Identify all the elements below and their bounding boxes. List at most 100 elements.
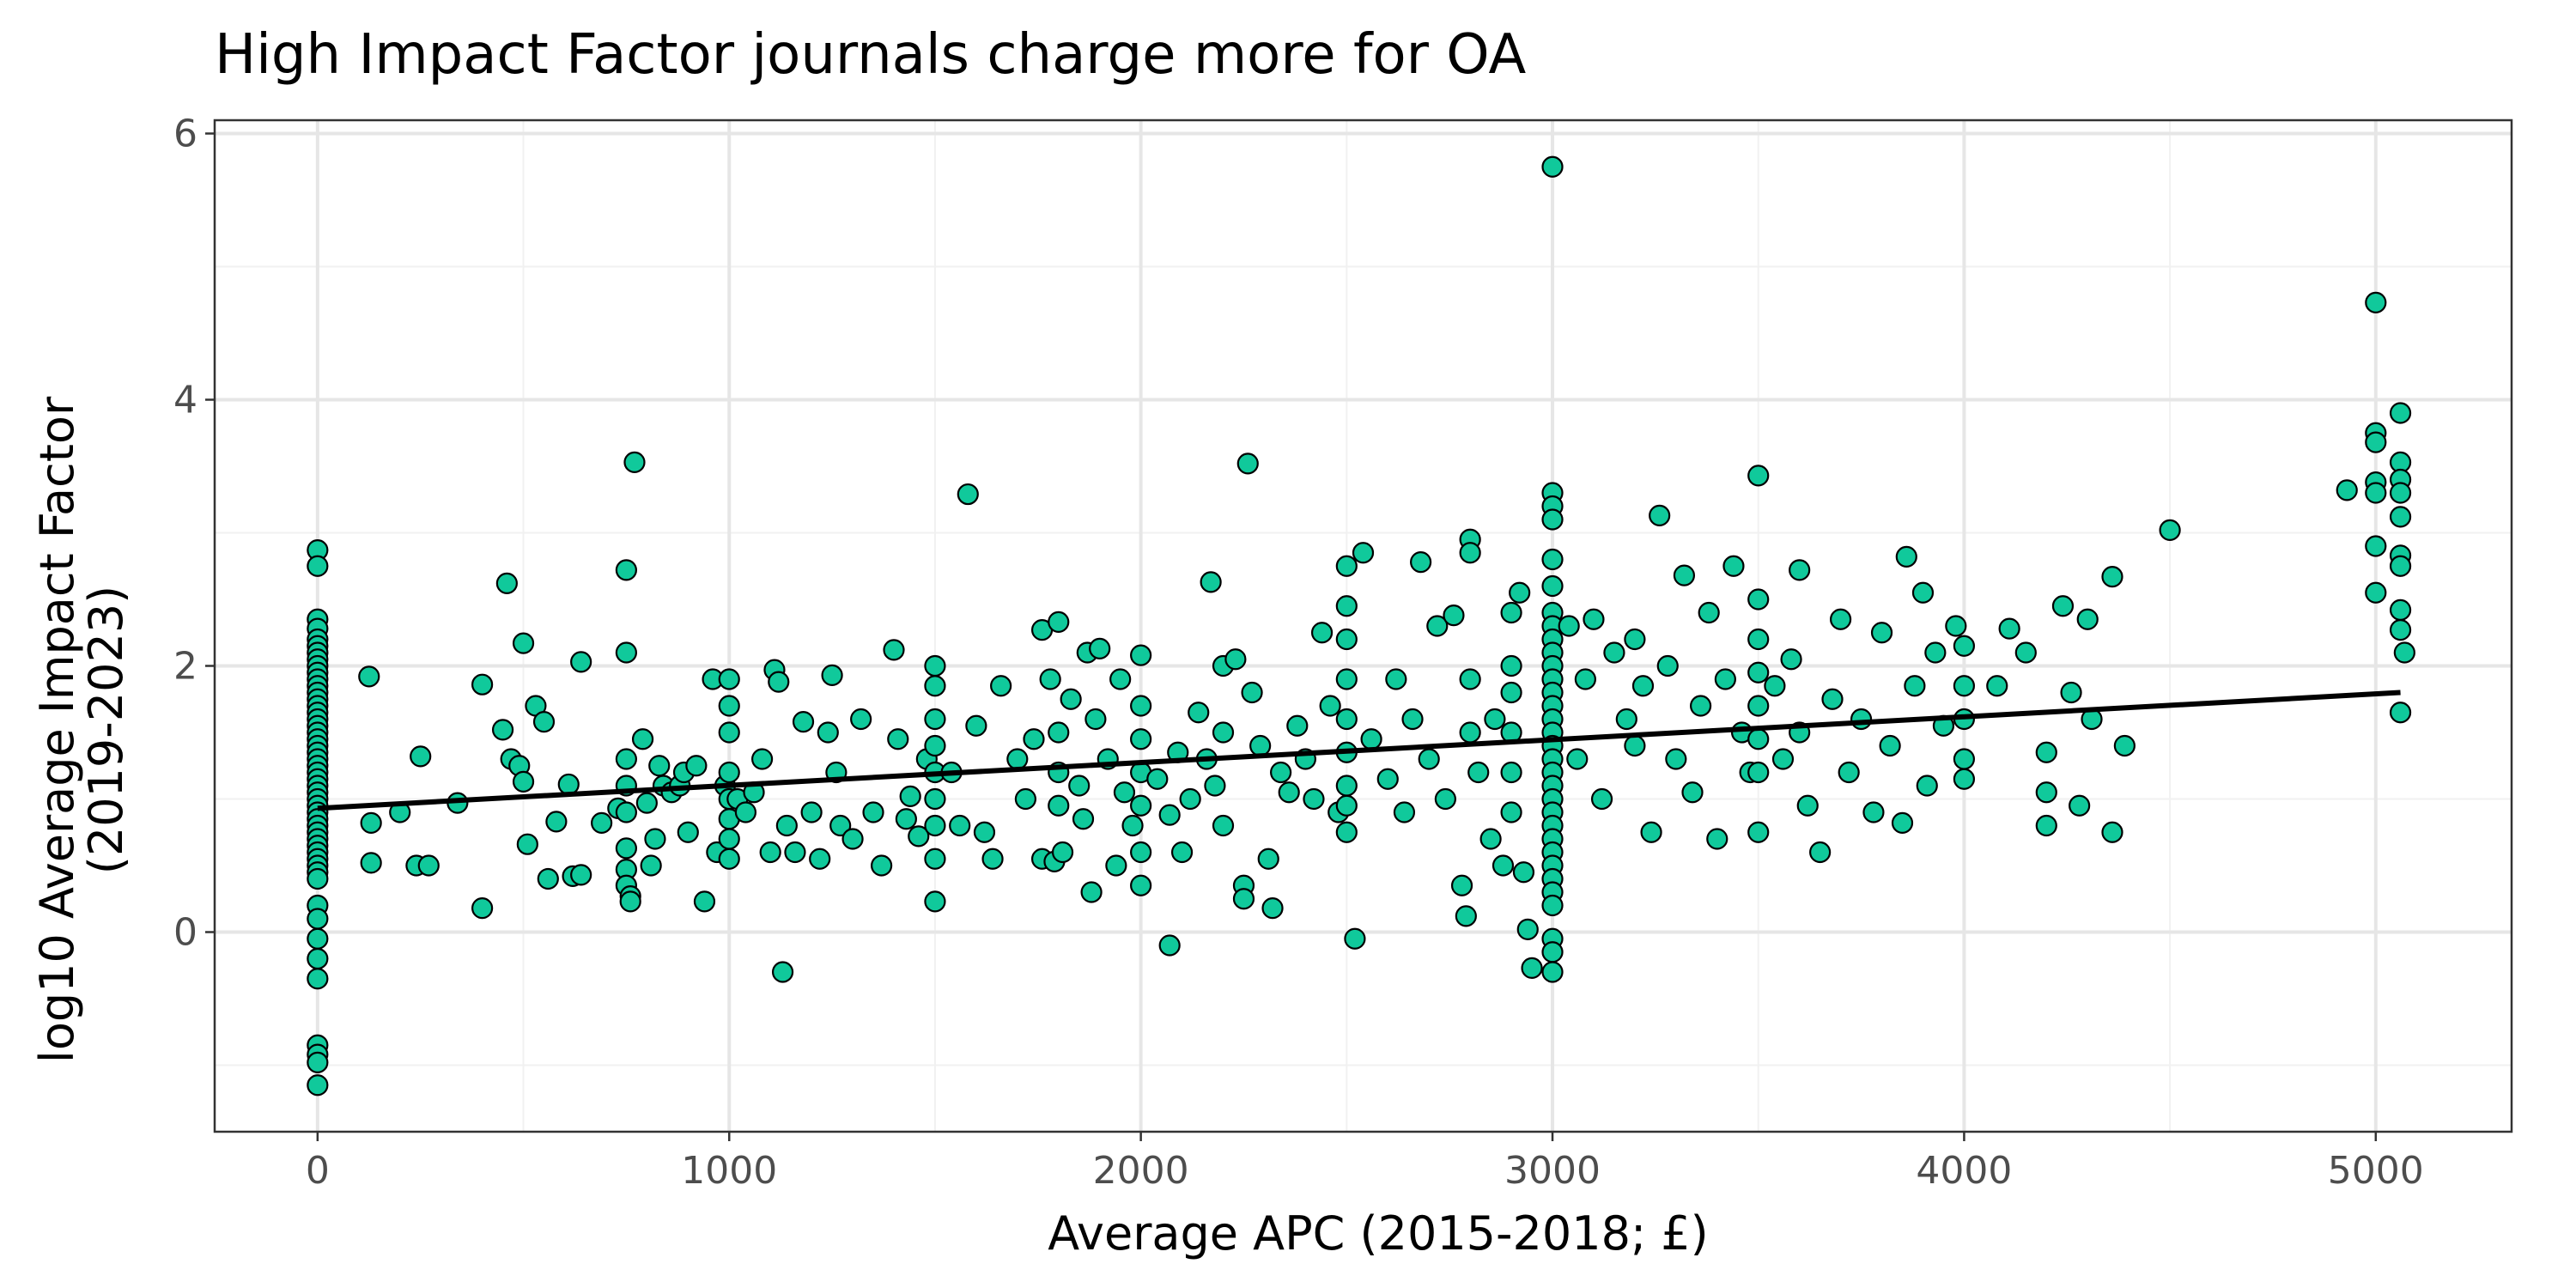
data-point (615, 801, 637, 823)
data-point (2389, 482, 2412, 504)
data-point (775, 814, 798, 837)
data-point (1146, 768, 1169, 790)
data-point (2035, 814, 2057, 837)
data-point (1747, 695, 1770, 717)
data-point (640, 854, 662, 877)
data-point (1796, 794, 1819, 817)
data-point (871, 854, 893, 877)
data-point (1945, 615, 1967, 637)
data-point (615, 559, 637, 581)
data-point (1500, 681, 1522, 704)
data-point (1603, 641, 1625, 664)
data-point (2101, 821, 2123, 843)
data-point (1541, 941, 1564, 963)
data-point (1500, 654, 1522, 677)
data-point (981, 848, 1004, 870)
y-axis-title-line-2: (2019-2023) (79, 586, 133, 874)
data-point (924, 787, 946, 811)
data-point (718, 761, 740, 784)
x-tick-label: 1000 (681, 1149, 777, 1193)
data-point (1261, 896, 1284, 920)
data-point (1541, 155, 1564, 178)
chart-title: High Impact Factor journals charge more … (215, 23, 1527, 87)
data-point (1014, 787, 1036, 811)
data-point (1590, 787, 1613, 811)
data-point (2365, 581, 2387, 604)
data-point (1344, 927, 1366, 950)
data-point (1780, 648, 1802, 671)
data-point (2113, 734, 2136, 757)
data-point (1541, 508, 1564, 531)
data-point (1649, 504, 1671, 526)
data-point (1319, 695, 1341, 717)
y-axis-tick-labels: 0 2 4 6 (173, 112, 197, 955)
data-point (1335, 794, 1358, 817)
data-point (957, 483, 979, 506)
data-point (1459, 721, 1481, 744)
data-point (1105, 854, 1127, 877)
data-point (1624, 734, 1646, 757)
data-point (924, 654, 946, 677)
data-point (410, 745, 432, 768)
data-point (1352, 542, 1375, 564)
data-point (2389, 402, 2412, 424)
data-point (495, 572, 518, 595)
data-point (1310, 622, 1334, 644)
data-point (1953, 675, 1976, 697)
data-point (2076, 608, 2099, 630)
data-point (2365, 482, 2387, 504)
data-point (1286, 714, 1309, 737)
data-point (1068, 775, 1091, 797)
data-point (1706, 828, 1728, 850)
data-point (1747, 728, 1770, 750)
data-point (1953, 748, 1976, 770)
grid-lines (215, 120, 2512, 1132)
data-point (1862, 801, 1885, 823)
data-point (1204, 775, 1226, 797)
data-point (2365, 431, 2387, 453)
data-point (2060, 681, 2082, 704)
data-point (759, 841, 781, 864)
data-point (615, 641, 637, 664)
data-point (862, 801, 884, 823)
data-point (685, 755, 708, 777)
data-point (1130, 794, 1152, 817)
data-point (924, 814, 946, 837)
data-point (648, 755, 671, 777)
data-point (1121, 814, 1144, 837)
data-point (1870, 622, 1893, 644)
data-point (990, 675, 1012, 697)
data-point (1690, 695, 1712, 717)
data-point (1048, 611, 1070, 633)
data-point (850, 708, 872, 731)
data-point (718, 695, 740, 717)
data-point (615, 748, 637, 770)
data-point (841, 828, 864, 850)
data-point (1335, 628, 1358, 651)
data-point (2035, 741, 2057, 763)
x-tick-label: 3000 (1504, 1149, 1601, 1193)
data-point (1459, 542, 1481, 564)
data-point (307, 908, 329, 930)
data-point (1747, 588, 1770, 611)
data-point (1335, 555, 1358, 577)
data-point (1924, 641, 1947, 664)
data-point (2365, 291, 2387, 313)
data-point (2051, 595, 2075, 617)
data-point (1850, 708, 1873, 731)
data-point (512, 632, 535, 654)
data-point (2035, 781, 2057, 804)
data-point (1130, 644, 1152, 666)
data-point (1257, 848, 1279, 870)
data-point (2336, 479, 2358, 501)
data-point (358, 665, 380, 688)
data-point (895, 808, 917, 830)
data-point (1541, 961, 1564, 983)
data-point (1418, 748, 1440, 770)
data-point (1200, 571, 1222, 593)
data-point (1426, 615, 1449, 637)
data-point (307, 1074, 329, 1097)
data-point (512, 770, 535, 793)
data-point (1376, 768, 1399, 790)
data-point (1401, 708, 1424, 731)
